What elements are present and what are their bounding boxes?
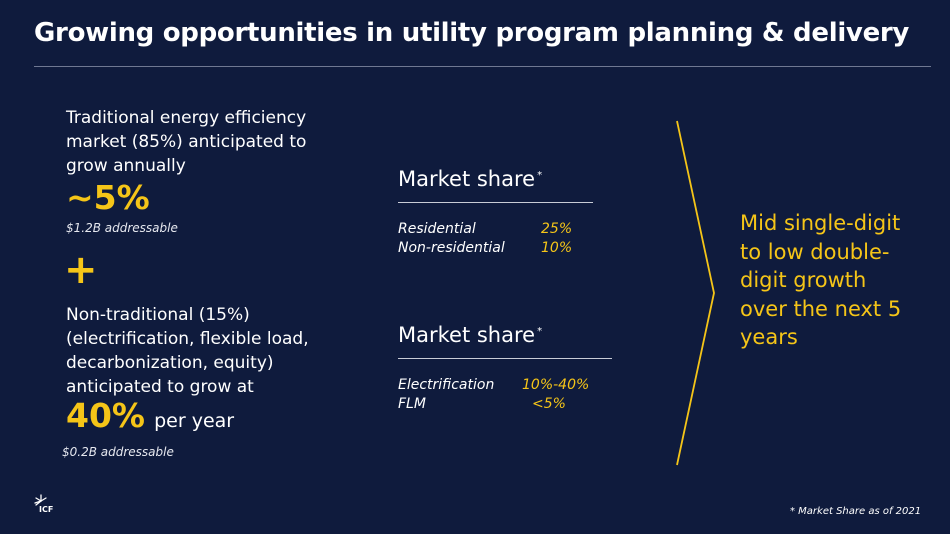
- non-traditional-growth-suffix: per year: [154, 410, 235, 432]
- market-share-divider-2: [398, 358, 612, 359]
- market-share-title-2: Market share *: [398, 323, 543, 347]
- icf-logo-icon: [34, 494, 47, 506]
- market-share-divider-1: [398, 202, 593, 203]
- market-share-title-1: Market share *: [398, 167, 543, 191]
- market-share-row: Electrification 10%-40%: [398, 377, 590, 393]
- title-divider: [34, 66, 931, 67]
- traditional-addressable: $1.2B addressable: [66, 221, 178, 235]
- footnote-marker: *: [537, 326, 543, 337]
- slide-title: Growing opportunities in utility program…: [34, 18, 910, 48]
- market-share-row: FLM <5%: [398, 396, 566, 412]
- chevron-right-icon: [676, 120, 715, 466]
- market-share-row: Non-residential 10%: [398, 240, 573, 256]
- footnote: * Market Share as of 2021: [790, 506, 922, 517]
- traditional-growth: ~5%: [66, 178, 150, 217]
- non-traditional-addressable: $0.2B addressable: [62, 445, 174, 459]
- traditional-description: Traditional energy efficiency market (85…: [66, 108, 307, 176]
- growth-summary: Mid single-digit to low double-digit gro…: [740, 211, 902, 349]
- non-traditional-growth-line: 40% per year: [66, 396, 234, 435]
- logo-text: ICF: [39, 505, 54, 514]
- market-share-row: Residential 25%: [398, 221, 573, 237]
- non-traditional-growth: 40%: [66, 396, 145, 435]
- plus-icon: +: [64, 247, 98, 293]
- footnote-marker: *: [537, 170, 543, 181]
- non-traditional-description: Non-traditional (15%) (electrification, …: [66, 305, 309, 397]
